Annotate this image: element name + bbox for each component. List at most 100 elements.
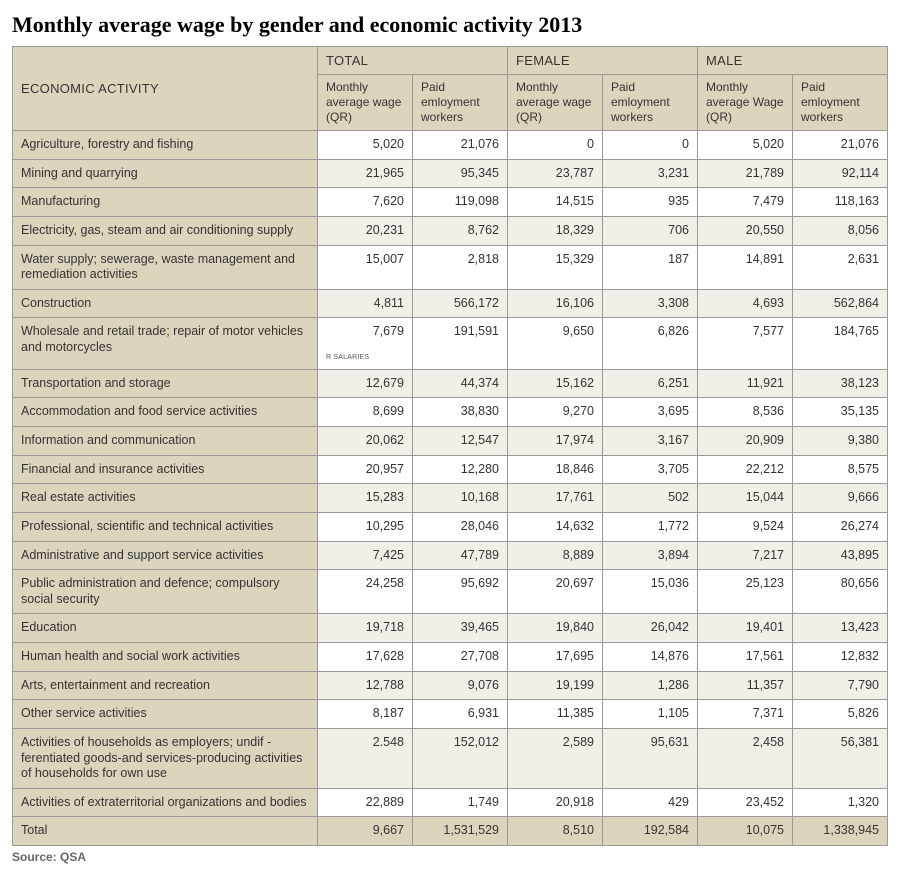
row-value: 3,231: [603, 159, 698, 188]
row-value: 14,891: [698, 245, 793, 289]
row-value: 118,163: [793, 188, 888, 217]
row-label: Construction: [13, 289, 318, 318]
row-value: 9,270: [508, 398, 603, 427]
table-row: Mining and quarrying21,96595,34523,7873,…: [13, 159, 888, 188]
row-value: 20,231: [318, 216, 413, 245]
row-value: 15,007: [318, 245, 413, 289]
table-row: Human health and social work activities1…: [13, 643, 888, 672]
row-label: Public administration and defence; compu…: [13, 570, 318, 614]
row-value: 19,199: [508, 671, 603, 700]
row-value: 706: [603, 216, 698, 245]
row-value: 26,274: [793, 512, 888, 541]
row-value: 21,076: [793, 131, 888, 160]
row-value: 7,217: [698, 541, 793, 570]
row-value: 14,515: [508, 188, 603, 217]
row-label: Agriculture, forestry and fishing: [13, 131, 318, 160]
row-value: 43,895: [793, 541, 888, 570]
row-label: Administrative and support service activ…: [13, 541, 318, 570]
row-value: 16,106: [508, 289, 603, 318]
table-row: Education19,71839,46519,84026,04219,4011…: [13, 614, 888, 643]
row-value: 3,308: [603, 289, 698, 318]
row-value: 6,826: [603, 318, 698, 369]
header-female-wage: Monthly average wage (QR): [508, 75, 603, 131]
row-value: 17,561: [698, 643, 793, 672]
row-value: 1,105: [603, 700, 698, 729]
row-value: 8,762: [413, 216, 508, 245]
row-label: Financial and insurance activities: [13, 455, 318, 484]
table-row: Transportation and storage12,67944,37415…: [13, 369, 888, 398]
row-value: 566,172: [413, 289, 508, 318]
row-value: 5,020: [698, 131, 793, 160]
row-label: Arts, entertainment and recreation: [13, 671, 318, 700]
row-value: 17,761: [508, 484, 603, 513]
table-row: Activities of households as employers; u…: [13, 728, 888, 788]
row-label: Professional, scientific and technical a…: [13, 512, 318, 541]
row-value: 7,790: [793, 671, 888, 700]
row-value: 6,931: [413, 700, 508, 729]
row-label: Accommodation and food service activitie…: [13, 398, 318, 427]
row-value: 39,465: [413, 614, 508, 643]
total-value: 192,584: [603, 817, 698, 846]
row-value: 8,056: [793, 216, 888, 245]
row-value: 18,846: [508, 455, 603, 484]
row-value: 9,076: [413, 671, 508, 700]
table-row: Administrative and support service activ…: [13, 541, 888, 570]
row-value: 95,692: [413, 570, 508, 614]
row-value: 1,772: [603, 512, 698, 541]
table-row: Agriculture, forestry and fishing5,02021…: [13, 131, 888, 160]
row-value: 44,374: [413, 369, 508, 398]
row-value: 14,876: [603, 643, 698, 672]
row-value: 10,295: [318, 512, 413, 541]
row-label: Mining and quarrying: [13, 159, 318, 188]
row-value: 19,401: [698, 614, 793, 643]
row-label: Water supply; sewerage, waste management…: [13, 245, 318, 289]
row-value: 20,062: [318, 427, 413, 456]
row-value: 38,830: [413, 398, 508, 427]
page-title: Monthly average wage by gender and econo…: [12, 12, 888, 38]
row-value: 0: [508, 131, 603, 160]
row-label: Other service activities: [13, 700, 318, 729]
row-value: 2.548: [318, 728, 413, 788]
row-label: Wholesale and retail trade; repair of mo…: [13, 318, 318, 369]
row-label: Manufacturing: [13, 188, 318, 217]
row-value: 11,357: [698, 671, 793, 700]
row-label: Electricity, gas, steam and air conditio…: [13, 216, 318, 245]
row-value: 9,524: [698, 512, 793, 541]
row-value: 935: [603, 188, 698, 217]
row-value: 10,168: [413, 484, 508, 513]
row-value: 35,135: [793, 398, 888, 427]
row-value: 21,789: [698, 159, 793, 188]
table-row: Arts, entertainment and recreation12,788…: [13, 671, 888, 700]
row-value: 2,818: [413, 245, 508, 289]
row-value: 5,020: [318, 131, 413, 160]
row-value: 95,345: [413, 159, 508, 188]
row-label: Education: [13, 614, 318, 643]
row-value: 14,632: [508, 512, 603, 541]
header-group-row: ECONOMIC ACTIVITY TOTAL FEMALE MALE: [13, 47, 888, 75]
row-value: 19,840: [508, 614, 603, 643]
row-value: 9,380: [793, 427, 888, 456]
row-value: 9,650: [508, 318, 603, 369]
row-value: 92,114: [793, 159, 888, 188]
table-row: Construction4,811566,17216,1063,3084,693…: [13, 289, 888, 318]
row-value: 18,329: [508, 216, 603, 245]
table-row: Manufacturing7,620119,09814,5159357,4791…: [13, 188, 888, 217]
row-value: 21,965: [318, 159, 413, 188]
row-value: 56,381: [793, 728, 888, 788]
row-value: 12,280: [413, 455, 508, 484]
row-value: 19,718: [318, 614, 413, 643]
table-row: Electricity, gas, steam and air conditio…: [13, 216, 888, 245]
row-value: 3,705: [603, 455, 698, 484]
table-row: Wholesale and retail trade; repair of mo…: [13, 318, 888, 369]
row-value: 11,921: [698, 369, 793, 398]
row-value: 38,123: [793, 369, 888, 398]
header-total: TOTAL: [318, 47, 508, 75]
row-value: 20,697: [508, 570, 603, 614]
row-value: 5,826: [793, 700, 888, 729]
table-row: Real estate activities15,28310,16817,761…: [13, 484, 888, 513]
row-value: 80,656: [793, 570, 888, 614]
row-value: 2,458: [698, 728, 793, 788]
row-value: 8,536: [698, 398, 793, 427]
row-value: 15,162: [508, 369, 603, 398]
row-value: 26,042: [603, 614, 698, 643]
